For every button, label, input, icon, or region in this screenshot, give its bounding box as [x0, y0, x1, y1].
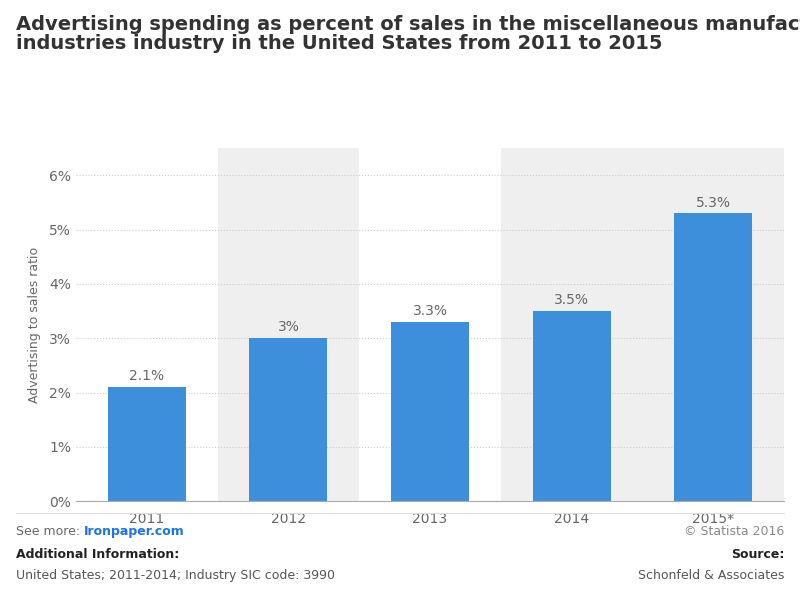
Bar: [533, 311, 610, 501]
Bar: [391, 322, 469, 501]
Text: 3.5%: 3.5%: [554, 294, 589, 307]
Text: 3%: 3%: [278, 320, 299, 334]
Text: See more:: See more:: [16, 525, 84, 538]
Text: United States; 2011-2014; Industry SIC code: 3990: United States; 2011-2014; Industry SIC c…: [16, 569, 335, 582]
Text: © Statista 2016: © Statista 2016: [684, 525, 784, 538]
Bar: [76, 148, 218, 501]
Text: Source:: Source:: [730, 548, 784, 561]
Text: Ironpaper.com: Ironpaper.com: [84, 525, 185, 538]
Bar: [218, 148, 359, 501]
Bar: [250, 338, 327, 501]
Text: 2.1%: 2.1%: [130, 369, 164, 383]
Bar: [674, 213, 752, 501]
Text: Additional Information:: Additional Information:: [16, 548, 179, 561]
Text: Advertising spending as percent of sales in the miscellaneous manufacturing: Advertising spending as percent of sales…: [16, 15, 800, 34]
Bar: [108, 387, 186, 501]
Text: Schonfeld & Associates: Schonfeld & Associates: [638, 569, 784, 582]
Text: 5.3%: 5.3%: [696, 196, 730, 209]
Bar: [642, 148, 784, 501]
Y-axis label: Advertising to sales ratio: Advertising to sales ratio: [28, 247, 41, 403]
Bar: [501, 148, 642, 501]
Text: industries industry in the United States from 2011 to 2015: industries industry in the United States…: [16, 34, 662, 53]
Text: 3.3%: 3.3%: [413, 304, 447, 318]
Bar: [359, 148, 501, 501]
